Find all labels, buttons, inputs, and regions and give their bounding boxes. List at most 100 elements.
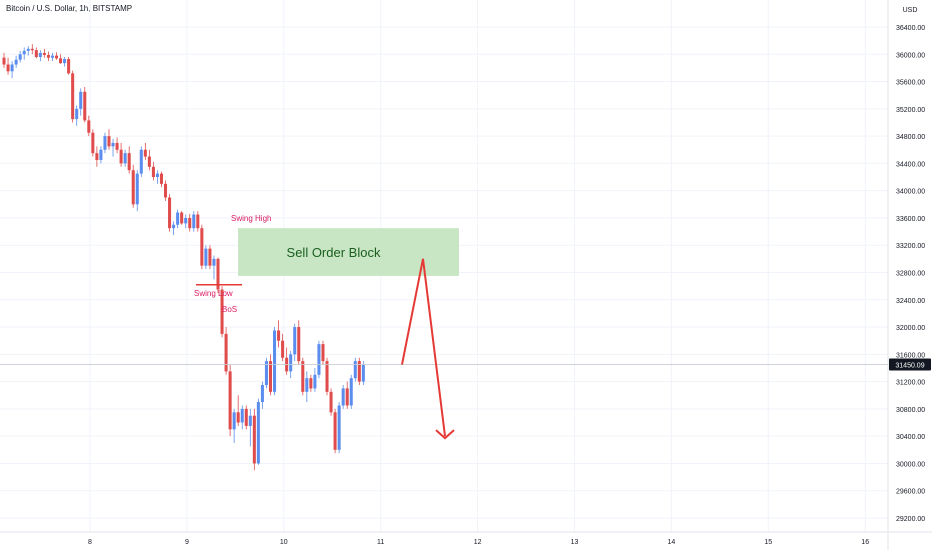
- candle-body: [264, 361, 268, 386]
- candle-body: [216, 258, 220, 290]
- currency-label: USD: [903, 7, 918, 14]
- candle-body: [135, 173, 139, 205]
- candle-body: [309, 378, 313, 389]
- candle-body: [38, 52, 42, 58]
- last-price-value: 31450.09: [895, 363, 924, 370]
- candle-body: [317, 344, 321, 375]
- candle-body: [75, 108, 79, 120]
- price-tick-label: 31600.00: [896, 352, 925, 359]
- price-tick-label: 35200.00: [896, 107, 925, 114]
- candle-body: [143, 149, 147, 157]
- price-tick-label: 35600.00: [896, 80, 925, 87]
- candle-body: [123, 153, 127, 164]
- time-tick-label: 10: [280, 539, 288, 546]
- price-tick-label: 32400.00: [896, 298, 925, 305]
- candle-body: [95, 153, 99, 160]
- price-tick-label: 29200.00: [896, 516, 925, 523]
- candle-body: [2, 57, 6, 65]
- price-tick-label: 30400.00: [896, 434, 925, 441]
- candle-body: [305, 378, 309, 392]
- candle-body: [289, 354, 293, 372]
- candle-body: [192, 214, 196, 229]
- bos-label: BoS: [222, 305, 237, 314]
- price-tick-label: 34400.00: [896, 161, 925, 168]
- candle-body: [224, 333, 228, 372]
- time-tick-label: 11: [377, 539, 384, 546]
- candle-body: [131, 170, 135, 205]
- candle-body: [329, 391, 333, 413]
- candle-body: [26, 48, 30, 51]
- candle-body: [244, 408, 248, 426]
- candle-body: [63, 59, 67, 64]
- candle-body: [321, 344, 325, 362]
- candle-body: [248, 415, 252, 426]
- candle-body: [172, 224, 176, 229]
- candle-body: [176, 212, 180, 225]
- candle-body: [232, 412, 236, 430]
- candle-body: [357, 361, 361, 382]
- candle-body: [236, 412, 240, 423]
- candle-body: [349, 378, 353, 406]
- price-tick-label: 36400.00: [896, 25, 925, 32]
- candle-body: [79, 91, 83, 109]
- time-tick-label: 13: [571, 539, 579, 546]
- time-tick-label: 9: [185, 539, 189, 546]
- candle-body: [333, 412, 337, 450]
- candle-body: [34, 50, 38, 58]
- last-price-badge: 31450.09: [889, 358, 931, 371]
- candle-body: [168, 197, 172, 229]
- candle-body: [277, 330, 281, 341]
- projection-arrow: [401, 258, 455, 440]
- candle-body: [256, 402, 260, 464]
- swing-low-label: Swing Low: [194, 289, 233, 298]
- candle-body: [18, 54, 22, 60]
- time-axis[interactable]: 8 9 10 11 12 13 14 15 16: [88, 539, 869, 546]
- time-tick-label: 12: [474, 539, 482, 546]
- candle-body: [228, 371, 232, 430]
- price-axis[interactable]: 36400.00 36000.00 35600.00 35200.00 34800.00…: [896, 25, 925, 523]
- candles: [2, 44, 365, 471]
- candle-body: [71, 73, 75, 120]
- candle-body: [240, 408, 244, 423]
- candle-body: [127, 153, 131, 171]
- projection-path: [401, 258, 446, 437]
- price-tick-label: 33600.00: [896, 216, 925, 223]
- candle-body: [337, 405, 341, 450]
- candle-body: [99, 149, 103, 160]
- candle-body: [67, 59, 71, 74]
- projection-arrowhead: [435, 429, 455, 440]
- price-tick-label: 29600.00: [896, 489, 925, 496]
- candle-body: [353, 361, 357, 379]
- time-tick-label: 15: [764, 539, 772, 546]
- candle-body: [119, 149, 123, 164]
- candle-body: [208, 248, 212, 266]
- candle-body: [313, 374, 317, 389]
- candle-body: [297, 327, 301, 362]
- candle-body: [46, 54, 50, 58]
- time-tick-label: 16: [861, 539, 869, 546]
- time-tick-label: 14: [668, 539, 676, 546]
- candle-body: [341, 388, 345, 406]
- candle-body: [151, 166, 155, 178]
- candle-body: [111, 142, 115, 147]
- candle-body: [200, 228, 204, 266]
- candle-body: [91, 132, 95, 154]
- candle-body: [301, 361, 305, 392]
- candle-body: [6, 64, 10, 72]
- price-tick-label: 34800.00: [896, 134, 925, 141]
- candle-body: [164, 183, 168, 198]
- price-tick-label: 31200.00: [896, 380, 925, 387]
- candle-body: [361, 364, 365, 382]
- price-tick-label: 34000.00: [896, 189, 925, 196]
- candle-body: [22, 50, 26, 55]
- candle-body: [260, 385, 264, 403]
- candle-body: [345, 388, 349, 406]
- candle-body: [10, 64, 14, 72]
- candle-body: [42, 52, 46, 55]
- candle-body: [212, 258, 216, 266]
- candle-body: [139, 149, 143, 174]
- price-tick-label: 33200.00: [896, 243, 925, 250]
- price-tick-label: 36000.00: [896, 52, 925, 59]
- price-tick-label: 32000.00: [896, 325, 925, 332]
